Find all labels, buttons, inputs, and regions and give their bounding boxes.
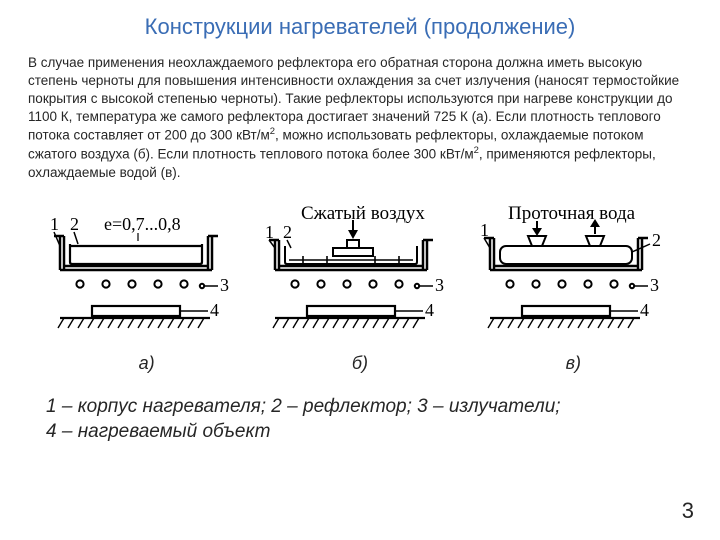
legend-line-2: 4 – нагреваемый объект [46, 419, 606, 445]
caption-b: б) [253, 353, 466, 374]
top-annotation: Сжатый воздух [301, 206, 425, 224]
caption-c: в) [467, 353, 680, 374]
diagram-a: 1 2 e=0,7...0,8 [50, 214, 229, 328]
label-4: 4 [640, 300, 649, 320]
diagram-legend: 1 – корпус нагревателя; 2 – рефлектор; 3… [28, 394, 614, 445]
main-paragraph: В случае применения неохлаждаемого рефле… [28, 54, 692, 183]
label-2: 2 [283, 222, 292, 242]
label-1: 1 [50, 214, 59, 234]
diagram-c: Проточная вода 1 [480, 206, 661, 328]
label-3: 3 [650, 275, 659, 295]
label-2: 2 [70, 214, 79, 234]
top-annotation: Проточная вода [508, 206, 636, 224]
page-number: 3 [682, 498, 694, 524]
label-3: 3 [220, 275, 229, 295]
label-2: 2 [652, 230, 661, 250]
label-4: 4 [425, 300, 434, 320]
diagram-b: Сжатый воздух 1 2 [265, 206, 444, 328]
page-title: Конструкции нагревателей (продолжение) [28, 14, 692, 40]
top-annotation: e=0,7...0,8 [104, 214, 181, 234]
diagram-captions: а) б) в) [40, 353, 680, 374]
caption-a: а) [40, 353, 253, 374]
legend-line-1: 1 – корпус нагревателя; 2 – рефлектор; 3… [46, 394, 606, 420]
label-3: 3 [435, 275, 444, 295]
label-4: 4 [210, 300, 219, 320]
heater-diagrams: 1 2 e=0,7...0,8 [28, 206, 668, 346]
